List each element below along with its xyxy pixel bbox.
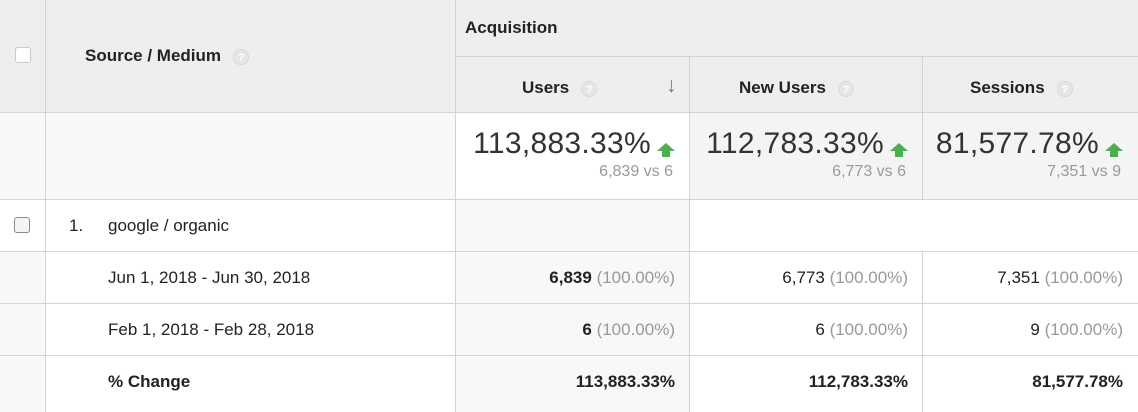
new-users-change-value: 112,783.33% xyxy=(808,372,908,391)
column-header-sessions-wrap: Sessions? xyxy=(970,78,1073,98)
date-row-new-users-wrap: 6 (100.00%) xyxy=(815,320,908,340)
date-row-new-users-cell: 6,773 (100.00%) xyxy=(690,251,923,303)
totals-sessions-value-wrap: 81,577.78% xyxy=(936,127,1123,161)
help-icon[interactable]: ? xyxy=(581,80,598,97)
totals-users-cell: 113,883.33% 6,839 vs 6 xyxy=(456,113,690,199)
dimension-header-label[interactable]: Source / Medium xyxy=(85,46,222,65)
date-row-label-cell: Jun 1, 2018 - Jun 30, 2018 xyxy=(46,251,456,303)
date-range-label: Feb 1, 2018 - Feb 28, 2018 xyxy=(108,320,315,339)
sessions-value: 9 xyxy=(1030,320,1040,339)
new-users-percent: (100.00%) xyxy=(829,320,908,339)
change-row-users-cell: 113,883.33% xyxy=(456,355,690,412)
sessions-value: 7,351 xyxy=(997,268,1040,287)
date-row-sessions-wrap: 9 (100.00%) xyxy=(1030,320,1123,340)
totals-new-users-value: 112,783.33% xyxy=(706,127,884,160)
acquisition-group-header: Acquisition xyxy=(456,0,1138,57)
totals-new-users-compare: 6,773 vs 6 xyxy=(832,163,906,180)
date-row-check-cell xyxy=(0,251,46,303)
users-percent: (100.00%) xyxy=(596,320,675,339)
date-row-users-cell: 6 (100.00%) xyxy=(456,303,690,355)
dimension-header: Source / Medium? xyxy=(46,0,456,113)
date-row-new-users-wrap: 6,773 (100.00%) xyxy=(782,268,908,288)
select-all-cell xyxy=(0,0,46,113)
date-row-check-cell xyxy=(0,303,46,355)
up-arrow-icon xyxy=(890,142,908,157)
row-dimension-cell: 1. google / organic xyxy=(46,199,456,251)
column-header-sessions[interactable]: Sessions? xyxy=(923,57,1138,113)
column-header-users-wrap: Users? xyxy=(522,78,598,98)
dimension-header-label-wrap: Source / Medium? xyxy=(85,46,250,66)
row-users-empty-cell xyxy=(456,199,690,251)
column-header-new-users[interactable]: New Users? xyxy=(690,57,923,113)
new-users-value: 6 xyxy=(815,320,825,339)
users-change-value: 113,883.33% xyxy=(575,372,675,391)
totals-users-value-wrap: 113,883.33% xyxy=(473,127,675,161)
change-row-label-cell: % Change xyxy=(46,355,456,412)
sessions-percent: (100.00%) xyxy=(1044,320,1123,339)
sessions-percent: (100.00%) xyxy=(1044,268,1123,287)
row-index: 1. xyxy=(69,216,84,235)
date-row-sessions-wrap: 7,351 (100.00%) xyxy=(997,268,1123,288)
users-value: 6 xyxy=(582,320,592,339)
column-header-users[interactable]: Users? ↓ xyxy=(456,57,690,113)
date-row-new-users-cell: 6 (100.00%) xyxy=(690,303,923,355)
select-all-checkbox[interactable] xyxy=(15,47,31,63)
percent-change-label: % Change xyxy=(108,372,191,391)
totals-users-compare: 6,839 vs 6 xyxy=(599,163,673,180)
users-percent: (100.00%) xyxy=(596,268,675,287)
row-empty-cell xyxy=(690,199,1138,251)
up-arrow-icon xyxy=(1105,142,1123,157)
new-users-percent: (100.00%) xyxy=(829,268,908,287)
date-row-sessions-cell: 7,351 (100.00%) xyxy=(923,251,1138,303)
totals-new-users-cell: 112,783.33% 6,773 vs 6 xyxy=(690,113,923,199)
help-icon[interactable]: ? xyxy=(233,48,250,65)
totals-users-value: 113,883.33% xyxy=(473,127,651,160)
date-row-sessions-cell: 9 (100.00%) xyxy=(923,303,1138,355)
new-users-value: 6,773 xyxy=(782,268,825,287)
help-icon[interactable]: ? xyxy=(1056,80,1073,97)
date-row-users-wrap: 6 (100.00%) xyxy=(582,320,675,340)
totals-check-cell xyxy=(0,113,46,199)
row-checkbox[interactable] xyxy=(14,217,30,233)
row-check-cell xyxy=(0,199,46,251)
acquisition-label: Acquisition xyxy=(465,18,558,37)
totals-new-users-value-wrap: 112,783.33% xyxy=(706,127,908,161)
totals-sessions-value: 81,577.78% xyxy=(935,127,1099,160)
sort-descending-icon[interactable]: ↓ xyxy=(666,74,677,97)
column-header-label: New Users xyxy=(739,78,826,97)
totals-sessions-cell: 81,577.78% 7,351 vs 9 xyxy=(923,113,1138,199)
change-row-sessions-cell: 81,577.78% xyxy=(923,355,1138,412)
row-dimension-link[interactable]: google / organic xyxy=(108,216,229,235)
change-row-new-users-cell: 112,783.33% xyxy=(690,355,923,412)
totals-dimension-cell xyxy=(46,113,456,199)
date-range-label: Jun 1, 2018 - Jun 30, 2018 xyxy=(108,268,311,287)
change-row-check-cell xyxy=(0,355,46,412)
date-row-users-wrap: 6,839 (100.00%) xyxy=(549,268,675,288)
column-header-new-users-wrap: New Users? xyxy=(739,78,854,98)
column-header-label: Sessions xyxy=(970,78,1045,97)
totals-sessions-compare: 7,351 vs 9 xyxy=(1047,163,1121,180)
up-arrow-icon xyxy=(657,142,675,157)
column-header-label: Users xyxy=(522,78,570,97)
sessions-change-value: 81,577.78% xyxy=(1032,372,1123,391)
date-row-users-cell: 6,839 (100.00%) xyxy=(456,251,690,303)
date-row-label-cell: Feb 1, 2018 - Feb 28, 2018 xyxy=(46,303,456,355)
users-value: 6,839 xyxy=(549,268,592,287)
help-icon[interactable]: ? xyxy=(837,80,854,97)
